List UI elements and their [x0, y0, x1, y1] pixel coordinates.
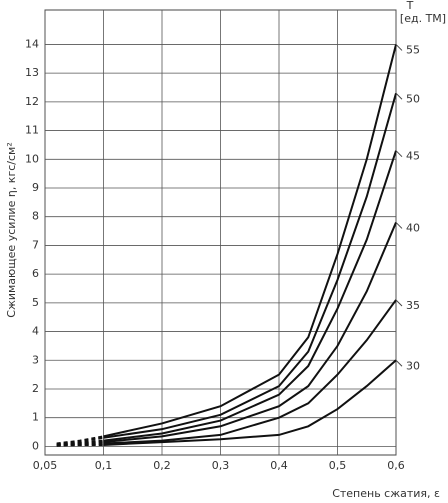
- series-label: 45: [406, 150, 420, 163]
- legend-leader: [395, 150, 403, 158]
- y-tick-label: 1: [32, 411, 39, 424]
- y-tick-label: 13: [25, 66, 39, 79]
- x-tick-label: 0,4: [270, 459, 288, 472]
- y-tick-label: 2: [32, 382, 39, 395]
- series-line: [103, 222, 397, 444]
- y-tick-label: 14: [25, 37, 39, 50]
- series-line: [103, 299, 397, 445]
- y-tick-label: 8: [32, 210, 39, 223]
- x-tick-label: 0,3: [212, 459, 230, 472]
- legend-leader: [395, 222, 403, 229]
- series-line: [103, 359, 397, 446]
- y-tick-label: 6: [32, 267, 39, 280]
- x-axis-title: Степень сжатия, ε: [332, 487, 440, 500]
- y-tick-label: 7: [32, 238, 39, 251]
- series-line: [103, 92, 397, 439]
- series-label: 40: [406, 221, 420, 234]
- legend-leader: [395, 92, 403, 100]
- y-tick-label: 4: [32, 325, 39, 338]
- series-line: [56, 443, 104, 447]
- x-tick-label: 0,2: [153, 459, 171, 472]
- series-label: 50: [406, 92, 420, 105]
- y-axis-title: Сжимающее усилие η, кгс/см²: [5, 142, 18, 317]
- y-tick-label: 3: [32, 353, 39, 366]
- series-label: 30: [406, 359, 420, 372]
- legend-leader: [395, 359, 403, 367]
- series-line: [103, 44, 397, 438]
- series-label: 35: [406, 299, 420, 312]
- x-tick-label: 0,5: [329, 459, 347, 472]
- legend-leader: [395, 44, 403, 51]
- y-tick-label: 11: [25, 124, 39, 137]
- y-tick-label: 9: [32, 181, 39, 194]
- x-tick-label: 0,6: [387, 459, 405, 472]
- series-label: 55: [406, 43, 420, 56]
- legend-title: T: [406, 0, 414, 12]
- x-tick-label: 0,05: [33, 459, 58, 472]
- y-tick-label: 10: [25, 152, 39, 165]
- series-line: [103, 150, 397, 442]
- legend-units: [ед. ТМ]: [400, 12, 446, 25]
- y-tick-label: 0: [32, 439, 39, 452]
- y-tick-label: 5: [32, 296, 39, 309]
- x-tick-label: 0,1: [95, 459, 113, 472]
- legend-leader: [395, 299, 403, 307]
- y-tick-label: 12: [25, 95, 39, 108]
